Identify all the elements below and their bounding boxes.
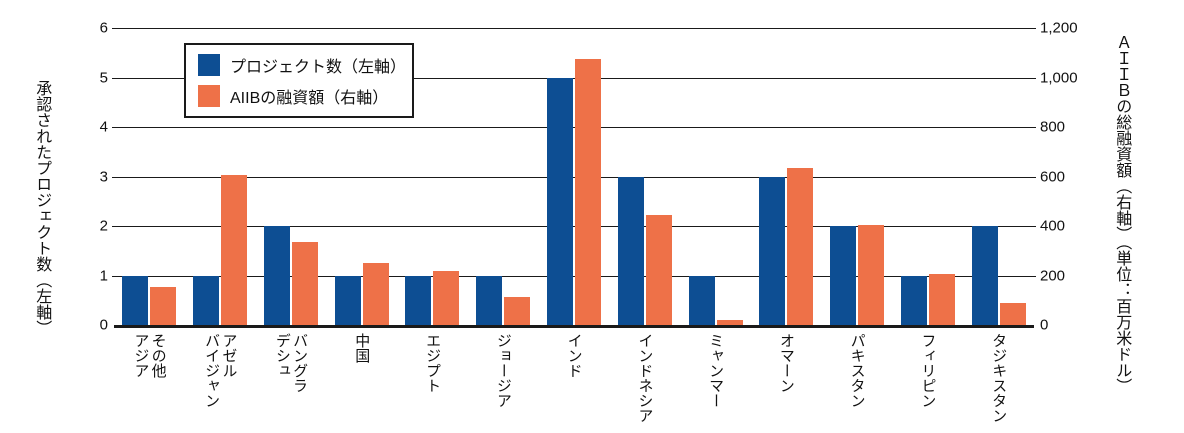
bar-group [397,28,468,325]
bar-group [468,28,539,325]
bar-group [963,28,1034,325]
bar-projects-8 [688,275,715,325]
x-label-cell: インド [539,333,610,433]
bar-financing-0 [150,286,177,325]
bar-financing-6 [574,58,601,325]
right-tick-1000: 1,000 [1040,69,1078,86]
x-label-9: オマーン [777,333,795,393]
x-label-cell: アゼル バイジャン [185,333,256,433]
bar-financing-3 [362,263,389,325]
x-label-cell: ミャンマー [680,333,751,433]
left-tick-4: 4 [99,118,108,136]
bar-group [256,28,327,325]
left-tick-2: 2 [99,217,108,235]
x-label-6: インド [565,333,583,378]
x-label-cell: インドネシア [609,333,680,433]
bar-financing-5 [504,296,531,325]
bar-projects-2 [263,226,290,325]
right-tick-800: 800 [1040,118,1066,136]
bar-projects-5 [476,275,503,325]
right-tick-600: 600 [1040,168,1066,185]
bar-financing-12 [999,302,1026,325]
legend: プロジェクト数（左軸） AIIBの融資額（右軸） [184,43,414,118]
bar-projects-7 [617,176,644,325]
gridlines [112,28,1036,325]
right-axis-title: ＡＩＩＢの総融資額（右軸）（単位：百万米ドル） [1113,34,1131,394]
right-tick-400: 400 [1040,217,1066,235]
bar-group [609,28,680,325]
bar-financing-9 [787,167,814,325]
bar-projects-6 [546,77,573,325]
bar-group [680,28,751,325]
bar-group [539,28,610,325]
bar-projects-3 [334,275,361,325]
left-tick-3: 3 [99,168,108,185]
bar-group [751,28,822,325]
left-tick-1: 1 [99,267,108,284]
bar-financing-8 [716,320,743,325]
x-label-3: 中国 [353,333,371,363]
legend-swatch-orange [198,85,220,107]
gridline [112,127,1036,128]
left-tick-6: 6 [99,19,108,37]
bar-projects-10 [830,226,857,325]
x-label-12: タジキスタン [990,333,1008,423]
x-label-0: その他 アジア [132,333,167,378]
x-label-11: フィリピン [919,333,937,408]
x-label-2: バングラ デシュ [273,333,309,393]
bar-financing-11 [928,274,955,325]
bar-group [185,28,256,325]
x-label-cell: バングラ デシュ [256,333,327,433]
x-label-8: ミャンマー [707,333,725,408]
x-label-cell: タジキスタン [963,333,1034,433]
gridline [112,77,1036,79]
x-label-cell: ジョージア [468,333,539,433]
legend-swatch-blue [198,54,220,76]
x-label-cell: 中国 [326,333,397,433]
x-label-cell: フィリピン [892,333,963,433]
bar-financing-2 [291,242,318,325]
bar-financing-1 [221,175,248,325]
legend-item-financing: AIIBの融資額（右軸） [198,84,400,108]
bar-projects-11 [900,275,927,325]
x-label-cell: エジプト [397,333,468,433]
bar-financing-4 [433,270,460,325]
plot-area [112,28,1036,328]
bar-group [326,28,397,325]
x-axis-labels: その他 アジア アゼル バイジャン バングラ デシュ 中国 エジプト ジョージア インド イン… [114,333,1034,433]
x-label-10: パキスタン [848,333,866,408]
bar-group [892,28,963,325]
x-label-cell: パキスタン [822,333,893,433]
bars-container [114,28,1034,325]
bar-financing-7 [645,214,672,325]
bar-projects-4 [405,275,432,325]
bar-projects-9 [759,176,786,325]
bar-projects-12 [971,226,998,325]
x-label-5: ジョージア [494,333,512,408]
bar-projects-0 [122,275,149,325]
gridline [112,275,1036,277]
legend-label-financing: AIIBの融資額（右軸） [230,90,389,107]
gridline [112,226,1036,227]
bar-group [114,28,185,325]
legend-item-projects: プロジェクト数（左軸） [198,53,406,77]
x-label-cell: オマーン [751,333,822,433]
gridline [112,28,1036,29]
right-tick-0: 0 [1040,316,1049,334]
bar-financing-10 [858,224,885,325]
left-tick-0: 0 [99,316,108,334]
x-label-7: インドネシア [636,333,654,423]
right-tick-1200: 1,200 [1040,19,1078,37]
left-tick-5: 5 [99,69,108,86]
x-label-cell: その他 アジア [114,333,185,433]
legend-label-projects: プロジェクト数（左軸） [230,59,407,76]
bar-projects-1 [193,275,220,325]
x-label-4: エジプト [424,333,442,393]
right-tick-200: 200 [1040,267,1066,284]
x-label-1: アゼル バイジャン [203,333,238,408]
left-axis-title: 承認されたプロジェクト数（左軸） [33,80,51,336]
gridline [112,176,1036,178]
bar-group [822,28,893,325]
